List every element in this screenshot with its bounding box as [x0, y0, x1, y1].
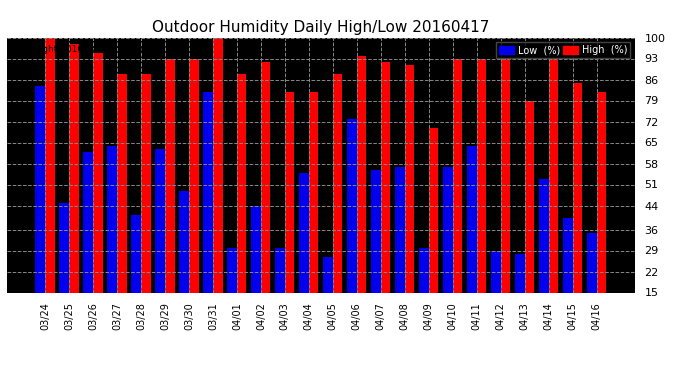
Bar	[587, 232, 597, 338]
Bar	[549, 58, 558, 338]
Bar	[141, 74, 150, 338]
Bar	[261, 62, 270, 338]
Bar	[213, 38, 222, 338]
Bar	[83, 152, 93, 338]
Bar	[491, 251, 501, 338]
Bar	[420, 248, 428, 338]
Bar	[189, 58, 199, 338]
Bar	[309, 92, 319, 338]
Bar	[467, 146, 477, 338]
Bar	[299, 172, 309, 338]
Bar	[357, 56, 366, 338]
Bar	[443, 166, 453, 338]
Bar	[165, 58, 175, 338]
Bar	[405, 64, 415, 338]
Bar	[539, 178, 549, 338]
Legend: Low  (%), High  (%): Low (%), High (%)	[497, 42, 630, 58]
Bar	[69, 44, 79, 338]
Bar	[155, 148, 165, 338]
Bar	[453, 58, 462, 338]
Bar	[501, 58, 511, 338]
Bar	[93, 53, 103, 338]
Bar	[227, 248, 237, 338]
Bar	[428, 128, 438, 338]
Bar	[563, 217, 573, 338]
Bar	[117, 74, 126, 338]
Bar	[371, 170, 381, 338]
Bar	[333, 74, 342, 338]
Bar	[237, 74, 246, 338]
Bar	[131, 214, 141, 338]
Bar	[597, 92, 607, 338]
Bar	[59, 202, 69, 338]
Title: Outdoor Humidity Daily High/Low 20160417: Outdoor Humidity Daily High/Low 20160417	[152, 20, 489, 35]
Bar	[285, 92, 295, 338]
Bar	[524, 100, 534, 338]
Bar	[573, 82, 582, 338]
Bar	[108, 146, 117, 338]
Bar	[477, 58, 486, 338]
Bar	[45, 38, 55, 338]
Text: Copyright 2016 Cartronics.com: Copyright 2016 Cartronics.com	[13, 45, 155, 54]
Bar	[35, 86, 45, 338]
Bar	[395, 166, 405, 338]
Bar	[204, 92, 213, 338]
Bar	[347, 118, 357, 338]
Bar	[275, 248, 285, 338]
Bar	[179, 190, 189, 338]
Bar	[381, 62, 391, 338]
Bar	[251, 206, 261, 338]
Bar	[323, 256, 333, 338]
Bar	[515, 254, 524, 338]
